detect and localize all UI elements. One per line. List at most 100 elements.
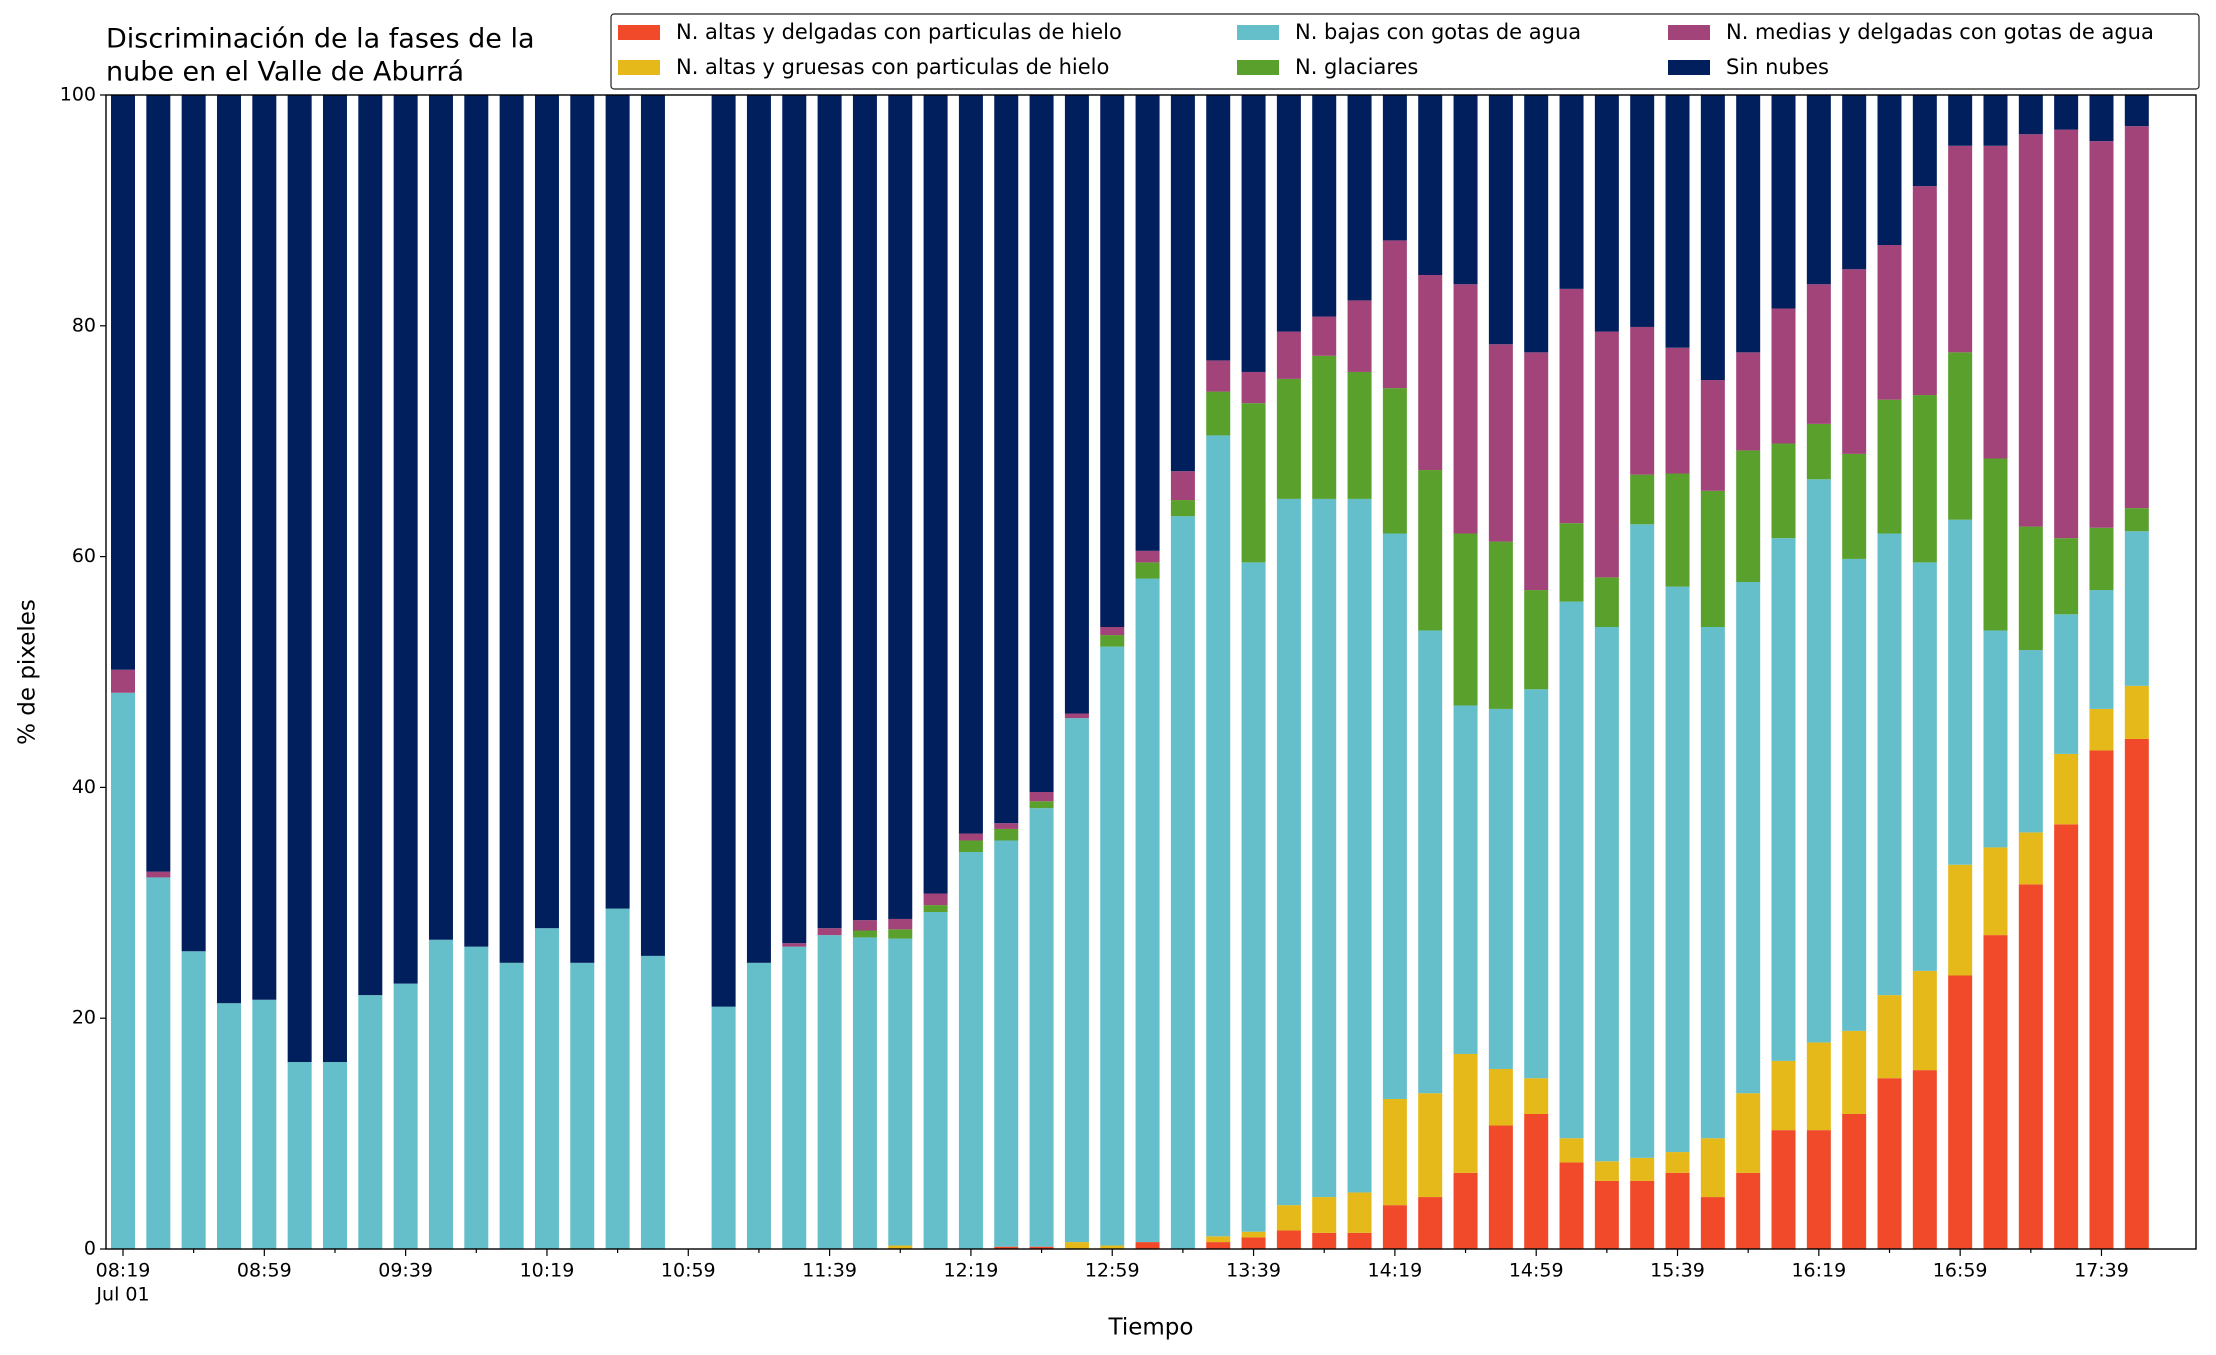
bar-segment [1630,1157,1655,1181]
bar-segment [1488,1068,1513,1126]
bar-segment [1806,1042,1831,1131]
bar-segment [1170,516,1195,1249]
bar-segment [287,1062,312,1249]
bar-segment [1418,95,1443,276]
bar-segment [1418,1093,1443,1198]
bar-segment [1241,371,1266,404]
x-tick-label: 10:19 [520,1260,575,1282]
bar-segment [1806,95,1831,285]
bar-segment [1983,935,2008,1249]
bar-segment [1736,450,1761,582]
bar-segment [1064,713,1089,719]
bar-segment [499,95,524,963]
bar-segment [605,908,630,1249]
bar-segment [146,871,171,878]
bar-segment [1842,95,1867,270]
bar-segment [1877,533,1902,996]
legend-label: N. altas y gruesas con particulas de hie… [676,55,1109,79]
bar-segment [428,939,453,1249]
bar-segment [322,1062,347,1249]
bar-segment [852,920,877,931]
bar-segment [994,823,1019,829]
bar-segment [1276,498,1301,1206]
bar-segment [358,995,383,1249]
bar-segment [1948,975,1973,1249]
bar-segment [1700,1197,1725,1249]
y-tick-label: 40 [72,776,96,798]
bar-segment [2124,126,2149,509]
bar-segment [1630,524,1655,1158]
bar-segment [2089,527,2114,591]
bar-segment [2054,824,2079,1249]
y-tick-label: 100 [60,84,96,106]
bar-segment [1524,590,1549,690]
x-tick-label: 13:39 [1226,1260,1281,1282]
x-tick-label: 14:59 [1509,1260,1564,1282]
bar-segment [1206,435,1231,1237]
bar-segment [1700,626,1725,1139]
bar-segment [1241,1231,1266,1238]
bar-segment [1877,995,1902,1079]
x-tick-label: 15:39 [1650,1260,1705,1282]
bar-segment [1524,689,1549,1079]
bar-segment [1312,498,1337,1198]
bar-segment [1594,331,1619,578]
y-tick-label: 0 [84,1238,96,1260]
bar-segment [958,852,983,1249]
bar-segment [1736,1093,1761,1173]
bar-segment [817,928,842,936]
bar-segment [1912,970,1937,1071]
bar-segment [1276,95,1301,332]
bar-segment [1630,326,1655,475]
bar-segment [464,946,489,1249]
x-tick-label: 12:59 [1085,1260,1140,1282]
bar-segment [1241,1237,1266,1249]
bar-segment [1170,500,1195,517]
x-tick-label: 09:39 [378,1260,433,1282]
bar-segment [1842,453,1867,559]
bar-segment [923,95,948,894]
bar-segment [923,893,948,906]
x-tick-label: 08:19 [96,1260,151,1282]
bar-segment [923,912,948,1249]
bar-segment [111,669,135,693]
y-tick-label: 20 [72,1007,96,1029]
bar-segment [2124,95,2149,127]
bar-segment [605,95,630,909]
bar-segment [1382,1205,1407,1249]
bar-segment [1347,371,1372,499]
bar-segment [1594,1180,1619,1249]
bar-segment [1382,95,1407,241]
bar-segment [852,930,877,938]
legend-label: Sin nubes [1726,55,1829,79]
bar-segment [888,95,913,919]
bar-segment [2054,753,2079,825]
bar-segment [994,1246,1019,1249]
bar-segment [1771,538,1796,1061]
bar-segment [570,95,595,963]
bar-segment [146,95,171,872]
bar-segment [1630,95,1655,327]
bar-segment [1842,1030,1867,1114]
bar-segment [1912,562,1937,971]
bar-segment [1630,1180,1655,1249]
bar-segment [1736,95,1761,353]
bar-segment [2054,614,2079,754]
bar-segment [358,95,383,996]
bar-segment [1029,808,1054,1247]
bar-segment [1418,275,1443,471]
y-axis-label: % de pixeles [15,599,41,745]
bar-segment [1347,300,1372,372]
bar-segment [1842,269,1867,454]
legend-label: N. glaciares [1295,55,1418,79]
bar-segment [1488,541,1513,709]
bar-segment [1312,355,1337,499]
bar-segment [1453,705,1478,1054]
bar-segment [2018,95,2043,135]
bar-segment [1912,186,1937,396]
bar-segment [958,95,983,834]
bar-segment [1488,1125,1513,1249]
bar-segment [994,840,1019,1247]
bar-segment [1524,352,1549,591]
bar-segment [1382,533,1407,1099]
